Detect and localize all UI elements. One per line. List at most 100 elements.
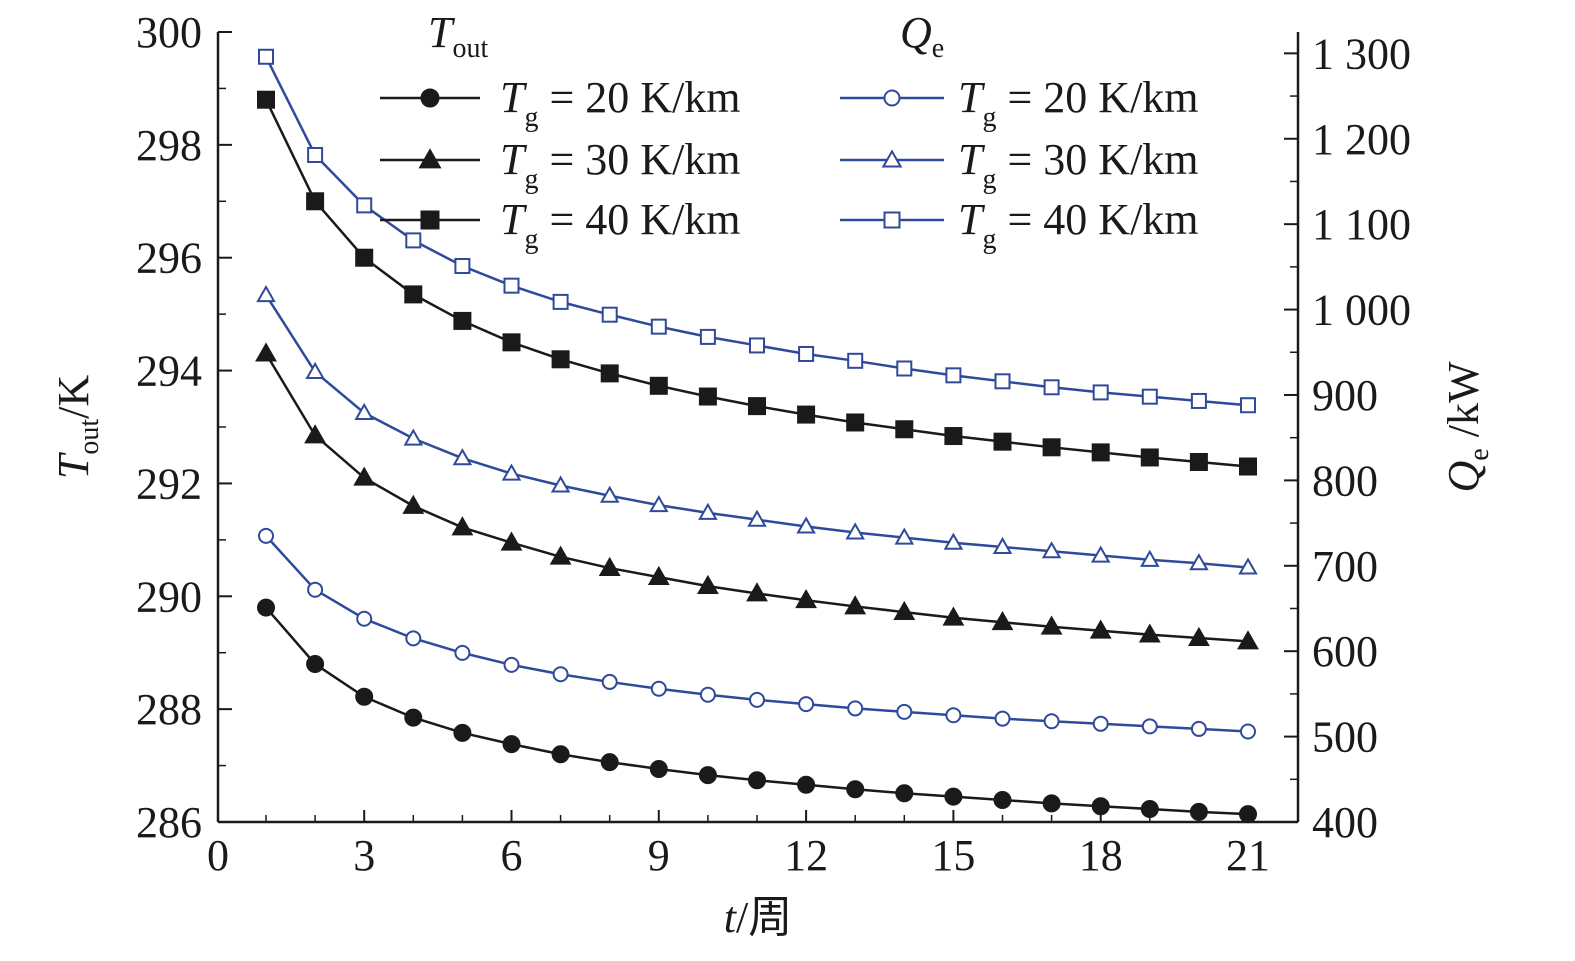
data-point (402, 494, 425, 514)
legend-label: Tg = 20 K/km (500, 73, 741, 133)
x-tick-label: 0 (207, 831, 229, 880)
data-point (503, 277, 520, 294)
series-4 (256, 284, 1258, 575)
y-right-tick-label: 600 (1312, 627, 1378, 676)
data-point (601, 306, 618, 323)
data-point (1043, 713, 1060, 730)
data-point (650, 318, 667, 335)
data-point (881, 149, 903, 168)
x-tick-label: 9 (648, 831, 670, 880)
data-point (305, 361, 325, 379)
data-point (883, 211, 901, 229)
data-point (650, 680, 667, 697)
data-point (747, 509, 767, 527)
data-point (451, 516, 474, 536)
data-point (405, 630, 422, 647)
data-point (992, 536, 1013, 555)
data-point (405, 232, 422, 249)
data-point (1189, 553, 1209, 571)
data-point (255, 342, 277, 362)
data-point (599, 485, 620, 503)
data-point (452, 448, 473, 466)
data-point (356, 610, 373, 627)
data-point (1238, 557, 1258, 575)
data-point (453, 723, 472, 742)
data-point (796, 516, 816, 534)
data-point (994, 710, 1011, 727)
data-point (699, 328, 716, 345)
data-point (1040, 615, 1063, 635)
y-left-tick-label: 288 (136, 685, 202, 734)
data-point (846, 413, 865, 432)
data-point (404, 285, 423, 304)
data-point (846, 780, 865, 799)
data-point (649, 376, 668, 395)
data-point (893, 600, 916, 620)
data-point (454, 644, 471, 661)
y-right-tick-label: 1 300 (1312, 29, 1411, 78)
legend-entry: Tg = 40 K/km (380, 195, 741, 255)
data-point (698, 766, 717, 785)
data-point (1092, 715, 1109, 732)
y-right-tick-label: 800 (1312, 456, 1378, 505)
data-point (257, 598, 275, 617)
legend-entry: Tg = 30 K/km (840, 135, 1199, 195)
legend-entry: Tg = 30 K/km (380, 135, 741, 195)
data-point (1140, 549, 1160, 567)
legend-label: Tg = 40 K/km (500, 195, 741, 255)
legend-label: Tg = 30 K/km (958, 135, 1199, 195)
data-point (748, 397, 766, 416)
legend-label: Tg = 30 K/km (500, 135, 741, 195)
data-point (944, 427, 963, 446)
data-point (257, 90, 275, 109)
axes-layer: 0 3 6 9 12 15 18 21 286 288 290 292 294 296 298 300 400 5… (49, 8, 1495, 942)
data-point (550, 475, 571, 493)
data-point (649, 495, 669, 513)
data-point (355, 248, 374, 267)
y-right-tick-label: 700 (1312, 542, 1378, 591)
series-layer (255, 48, 1259, 824)
data-point (993, 790, 1012, 809)
data-point (945, 367, 962, 384)
series-0 (257, 598, 1257, 824)
data-point (1239, 457, 1257, 476)
data-point (895, 784, 914, 803)
data-point (894, 527, 915, 545)
y-left-tick-label: 300 (136, 8, 202, 57)
y-left-tick-label: 294 (136, 347, 202, 396)
data-point (795, 589, 818, 609)
data-point (1240, 723, 1256, 740)
y-right-tick-label: 400 (1312, 798, 1378, 847)
data-point (698, 387, 717, 406)
data-point (943, 532, 964, 550)
data-point (698, 502, 718, 520)
data-point (746, 582, 768, 602)
data-point (549, 545, 572, 565)
data-point (749, 691, 765, 708)
data-point (1089, 619, 1112, 639)
legend-group-title: Tout (428, 8, 488, 64)
y-left-tick-label: 290 (136, 572, 202, 621)
data-point (258, 527, 274, 544)
data-point (304, 424, 327, 444)
x-axis-title: t/周 (724, 893, 792, 942)
data-point (598, 556, 621, 576)
legend-entry: Tg = 20 K/km (840, 73, 1199, 133)
data-point (1141, 718, 1158, 735)
data-point (307, 581, 324, 598)
series-2 (257, 90, 1257, 476)
data-point (1092, 384, 1109, 401)
data-point (306, 192, 325, 211)
data-point (944, 787, 963, 806)
data-point (994, 373, 1011, 390)
legend-entry: Tg = 20 K/km (380, 73, 741, 133)
data-point (797, 775, 816, 794)
data-point (454, 258, 471, 275)
data-point (696, 574, 719, 595)
data-point (1091, 443, 1110, 462)
data-point (403, 428, 424, 446)
legend-entry: Tg = 40 K/km (840, 195, 1199, 255)
x-tick-label: 12 (784, 831, 828, 880)
data-point (883, 89, 901, 107)
x-tick-label: 21 (1226, 831, 1270, 880)
